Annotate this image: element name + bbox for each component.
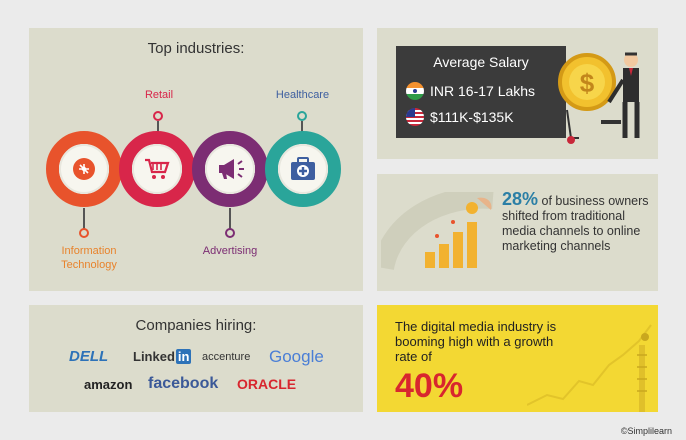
linkedin-logo-text: Linked bbox=[133, 349, 175, 364]
salary-panel: Average Salary INR 16-17 Lakhs $111K-$13… bbox=[377, 28, 658, 159]
advertising-pin-line bbox=[229, 208, 231, 230]
growth-chart-icon bbox=[527, 324, 652, 412]
copyright: ©Simplilearn bbox=[620, 426, 672, 436]
industry-label-retail: Retail bbox=[144, 89, 174, 101]
growth-percent: 40% bbox=[395, 367, 464, 405]
linkedin-logo-badge: in bbox=[175, 349, 192, 364]
industry-label-advertising: Advertising bbox=[202, 245, 258, 257]
coins-growth-icon bbox=[381, 192, 494, 271]
healthcare-pin bbox=[297, 111, 307, 121]
it-pin bbox=[79, 228, 89, 238]
retail-pin bbox=[153, 111, 163, 121]
dell-logo: DELL bbox=[69, 348, 109, 365]
salary-india: INR 16-17 Lakhs bbox=[430, 83, 536, 99]
business-text: 28% of business owners shifted from trad… bbox=[502, 189, 652, 254]
industry-label-healthcare: Healthcare bbox=[275, 89, 330, 101]
circuit-icon bbox=[73, 158, 95, 180]
business-percent: 28% bbox=[502, 189, 539, 209]
accenture-logo: accenture bbox=[202, 351, 251, 363]
megaphone-icon bbox=[219, 159, 244, 179]
oracle-logo: ORACLE bbox=[237, 376, 297, 392]
shopping-cart-icon bbox=[145, 158, 170, 179]
growth-panel: The digital media industry is booming hi… bbox=[377, 305, 658, 412]
industries-title: Top industries: bbox=[147, 40, 245, 57]
advertising-pin bbox=[225, 228, 235, 238]
svg-text:$: $ bbox=[580, 68, 595, 98]
growth-text: The digital media industry is booming hi… bbox=[395, 319, 557, 364]
amazon-logo: amazon bbox=[84, 377, 133, 392]
dollar-coin-icon: $ bbox=[558, 52, 640, 144]
top-industries-panel: Top industries: Retail Healthcare Inform… bbox=[29, 28, 363, 291]
salary-title: Average Salary bbox=[433, 54, 529, 70]
salary-box: Average Salary INR 16-17 Lakhs $111K-$13… bbox=[396, 46, 566, 138]
retail-pin-line bbox=[157, 121, 159, 133]
facebook-logo: facebook bbox=[148, 375, 219, 392]
business-description: of business owners shifted from traditio… bbox=[502, 194, 649, 253]
companies-panel: Companies hiring: DELL Linked in accentur… bbox=[29, 305, 363, 412]
salary-us: $111K-$135K bbox=[430, 109, 514, 125]
medical-kit-icon bbox=[291, 157, 315, 180]
us-flag-icon bbox=[406, 108, 424, 126]
google-logo: Google bbox=[269, 347, 324, 366]
india-flag-icon bbox=[406, 82, 424, 100]
companies-title: Companies hiring: bbox=[135, 317, 257, 334]
healthcare-pin-line bbox=[301, 121, 303, 133]
it-pin-line bbox=[83, 208, 85, 230]
business-panel: 28% of business owners shifted from trad… bbox=[377, 174, 658, 291]
linkedin-logo: Linked in bbox=[133, 349, 192, 364]
industry-label-it: Information Technology bbox=[61, 245, 117, 271]
